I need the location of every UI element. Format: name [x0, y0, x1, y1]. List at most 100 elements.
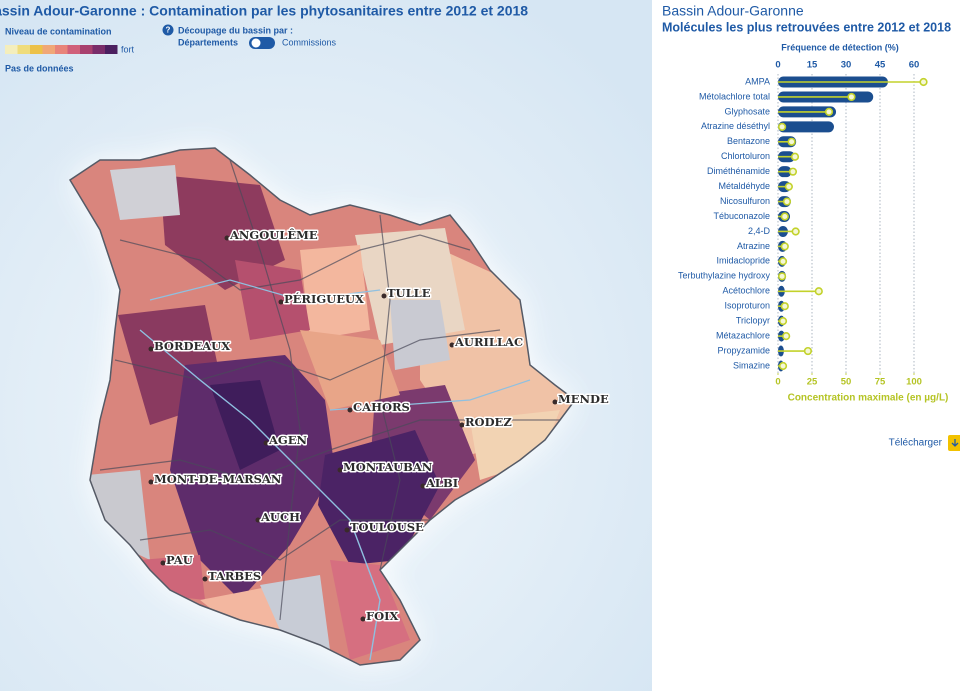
department-border	[379, 214, 401, 571]
x-tick-label: 45	[875, 60, 886, 71]
category-label: Chlortoluron	[721, 151, 770, 161]
region[interactable]	[300, 245, 370, 340]
region[interactable]	[470, 410, 560, 480]
city-dot	[449, 342, 455, 348]
city-label: AURILLAC	[454, 335, 523, 349]
category-label: Propyzamide	[717, 345, 770, 355]
lollipop-dot	[824, 107, 834, 116]
basin-outline	[68, 147, 577, 666]
category-label: AMPA	[745, 76, 770, 86]
toggle-left[interactable]: Départements	[178, 37, 238, 47]
city-label: BORDEAUX	[154, 339, 230, 353]
city-label: FOIX	[366, 609, 399, 623]
x2-axis-title: Concentration maximale (en µg/L)	[788, 393, 949, 404]
x-tick-label: 15	[807, 60, 818, 71]
category-label: Simazine	[733, 360, 770, 370]
x-tick-label: 0	[775, 60, 780, 71]
download-icon	[951, 439, 959, 447]
city-dot	[360, 616, 366, 622]
city-dot	[420, 483, 426, 489]
lollipop-dot	[780, 302, 789, 311]
city-dot	[255, 517, 261, 523]
legend-no-data: Pas de données	[5, 63, 74, 73]
legend-swatch	[17, 45, 30, 54]
lollipop-dot	[788, 167, 798, 176]
city-label: TARBES	[208, 569, 261, 583]
category-label: Triclopyr	[736, 316, 770, 326]
category-label: Métolachlore total	[699, 91, 770, 101]
chart-title: Bassin Adour-Garonne	[662, 3, 804, 19]
city-dot	[459, 422, 465, 428]
legend-scale	[5, 45, 118, 54]
city-label: CAHORS	[353, 400, 410, 414]
department-border	[99, 419, 560, 481]
legend-swatch	[67, 45, 80, 54]
lollipop-dot	[777, 272, 787, 281]
toggle-right[interactable]: Commissions	[282, 37, 337, 47]
city-label: AUCH	[260, 510, 300, 524]
region[interactable]	[330, 560, 410, 660]
region[interactable]	[390, 300, 450, 370]
city-dot	[263, 440, 269, 446]
city-dot	[202, 576, 208, 582]
lollipop-dot	[784, 182, 793, 191]
lollipop-dot	[780, 242, 789, 251]
x2-tick-label: 50	[841, 377, 852, 388]
map-title: Bassin Adour-Garonne : Contamination par…	[0, 3, 528, 19]
category-label: Acétochlore	[722, 286, 770, 296]
city-label: TULLE	[387, 286, 431, 300]
x-axis-title: Fréquence de détection (%)	[781, 42, 899, 52]
region[interactable]	[140, 555, 205, 600]
lollipop-dot	[919, 77, 928, 87]
legend-high: fort	[121, 44, 135, 54]
city-dot	[160, 560, 166, 566]
legend-swatch	[30, 45, 43, 54]
legend-swatch	[55, 45, 68, 54]
category-label: Diméthénamide	[707, 166, 770, 176]
region[interactable]	[110, 165, 180, 220]
city-label: MENDE	[558, 392, 609, 406]
city-dot	[224, 235, 230, 241]
lollipop-dot	[847, 92, 856, 102]
category-label: Bentazone	[727, 136, 770, 146]
download-label[interactable]: Télécharger	[889, 438, 943, 449]
city-label: PAU	[166, 553, 193, 567]
x2-tick-label: 75	[875, 377, 886, 388]
department-border	[114, 329, 501, 381]
city-dot	[278, 299, 284, 305]
city-label: TOULOUSE	[350, 520, 424, 534]
city-dot	[381, 293, 387, 299]
toggle-knob	[251, 38, 261, 48]
help-icon[interactable]	[162, 24, 174, 36]
city-label: MONTAUBAN	[343, 460, 433, 474]
city-dot	[552, 399, 558, 405]
department-border	[119, 234, 471, 291]
lollipop-dot	[803, 346, 813, 356]
region[interactable]	[300, 330, 400, 410]
region[interactable]	[235, 260, 310, 340]
city-label: PÉRIGUEUX	[284, 292, 364, 306]
bar	[778, 121, 834, 133]
city-label: ALBI	[425, 476, 458, 490]
legend-swatch	[80, 45, 93, 54]
category-label: Métaldéhyde	[718, 181, 770, 191]
legend-swatch	[5, 45, 18, 54]
river	[329, 379, 531, 411]
legend-swatch	[105, 45, 118, 54]
region[interactable]	[88, 470, 150, 560]
legend-title: Niveau de contamination	[5, 26, 112, 36]
region[interactable]	[160, 175, 285, 290]
city-dot	[344, 527, 350, 533]
lollipop-dot	[790, 152, 800, 161]
download-button[interactable]	[948, 435, 960, 451]
category-label: Atrazine déséthyl	[701, 121, 770, 131]
lollipop-dot	[782, 197, 792, 206]
category-label: Nicosulfuron	[720, 196, 770, 206]
category-label: Glyphosate	[724, 106, 770, 116]
river	[149, 279, 381, 301]
region[interactable]	[170, 355, 335, 600]
region[interactable]	[260, 575, 330, 650]
lollipop-dot	[791, 227, 800, 236]
